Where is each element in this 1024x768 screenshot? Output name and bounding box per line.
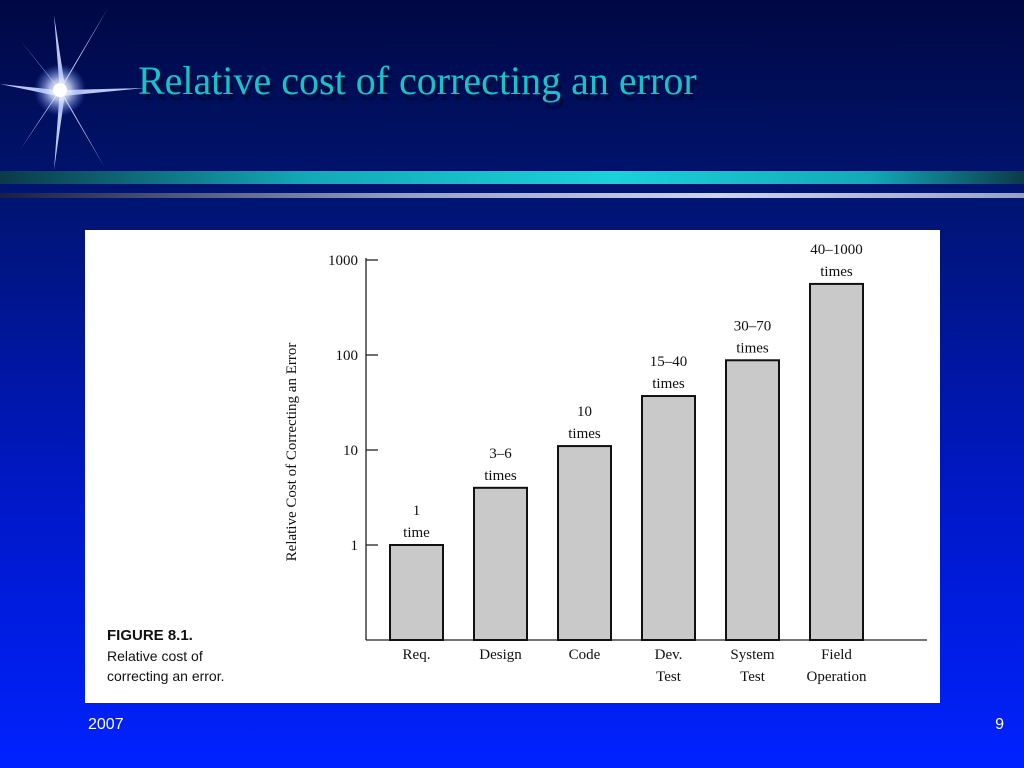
data-label: time <box>403 525 430 541</box>
data-label: times <box>736 340 769 356</box>
x-tick-label: System <box>730 647 775 663</box>
page-number: 9 <box>995 716 1004 733</box>
caption-line-1: Relative cost of <box>107 648 203 664</box>
data-label: times <box>820 264 853 280</box>
page-title-shadow: Relative cost of correcting an error <box>141 64 700 109</box>
bar <box>809 282 864 641</box>
x-tick-label: Req. <box>403 647 431 663</box>
figure-caption: FIGURE 8.1. Relative cost of correcting … <box>107 626 225 686</box>
x-tick-label: Test <box>740 669 766 685</box>
x-tick-label: Field <box>821 647 852 663</box>
bar <box>557 445 612 641</box>
data-label: times <box>568 426 601 442</box>
y-tick-label: 1000 <box>328 253 358 269</box>
data-label: times <box>484 468 517 484</box>
figure-label: FIGURE 8.1. <box>107 627 193 644</box>
data-label: 30–70 <box>734 318 772 334</box>
x-tick-label: Test <box>656 669 682 685</box>
data-label: 15–40 <box>650 354 688 370</box>
page-title: Relative cost of correcting an error <box>138 58 697 103</box>
y-tick-label: 10 <box>343 443 358 459</box>
data-label: 1 <box>413 503 421 519</box>
data-label: times <box>652 376 685 392</box>
x-tick-label: Dev. <box>655 647 683 663</box>
header-divider <box>0 171 1024 184</box>
y-tick-label: 100 <box>336 348 359 364</box>
data-label: 10 <box>577 404 592 420</box>
starburst-icon <box>0 8 145 170</box>
bar <box>641 395 696 641</box>
x-tick-label: Design <box>479 647 522 663</box>
cost-chart: 1 10 100 1000 Relative Cost of Correcting an… <box>284 242 927 685</box>
y-tick-label: 1 <box>351 538 359 554</box>
bar <box>725 359 780 641</box>
y-axis-title: Relative Cost of Correcting an Error <box>284 343 300 562</box>
header-subdivider <box>0 193 1024 198</box>
bar <box>473 486 528 641</box>
figure-panel: 1 10 100 1000 Relative Cost of Correcting an… <box>85 230 940 703</box>
bar <box>389 544 444 641</box>
x-tick-label: Code <box>569 647 601 663</box>
x-tick-label: Operation <box>807 669 867 685</box>
caption-line-2: correcting an error. <box>107 668 225 684</box>
footer-year: 2007 <box>88 716 124 733</box>
data-label: 3–6 <box>489 446 512 462</box>
data-label: 40–1000 <box>810 242 863 258</box>
